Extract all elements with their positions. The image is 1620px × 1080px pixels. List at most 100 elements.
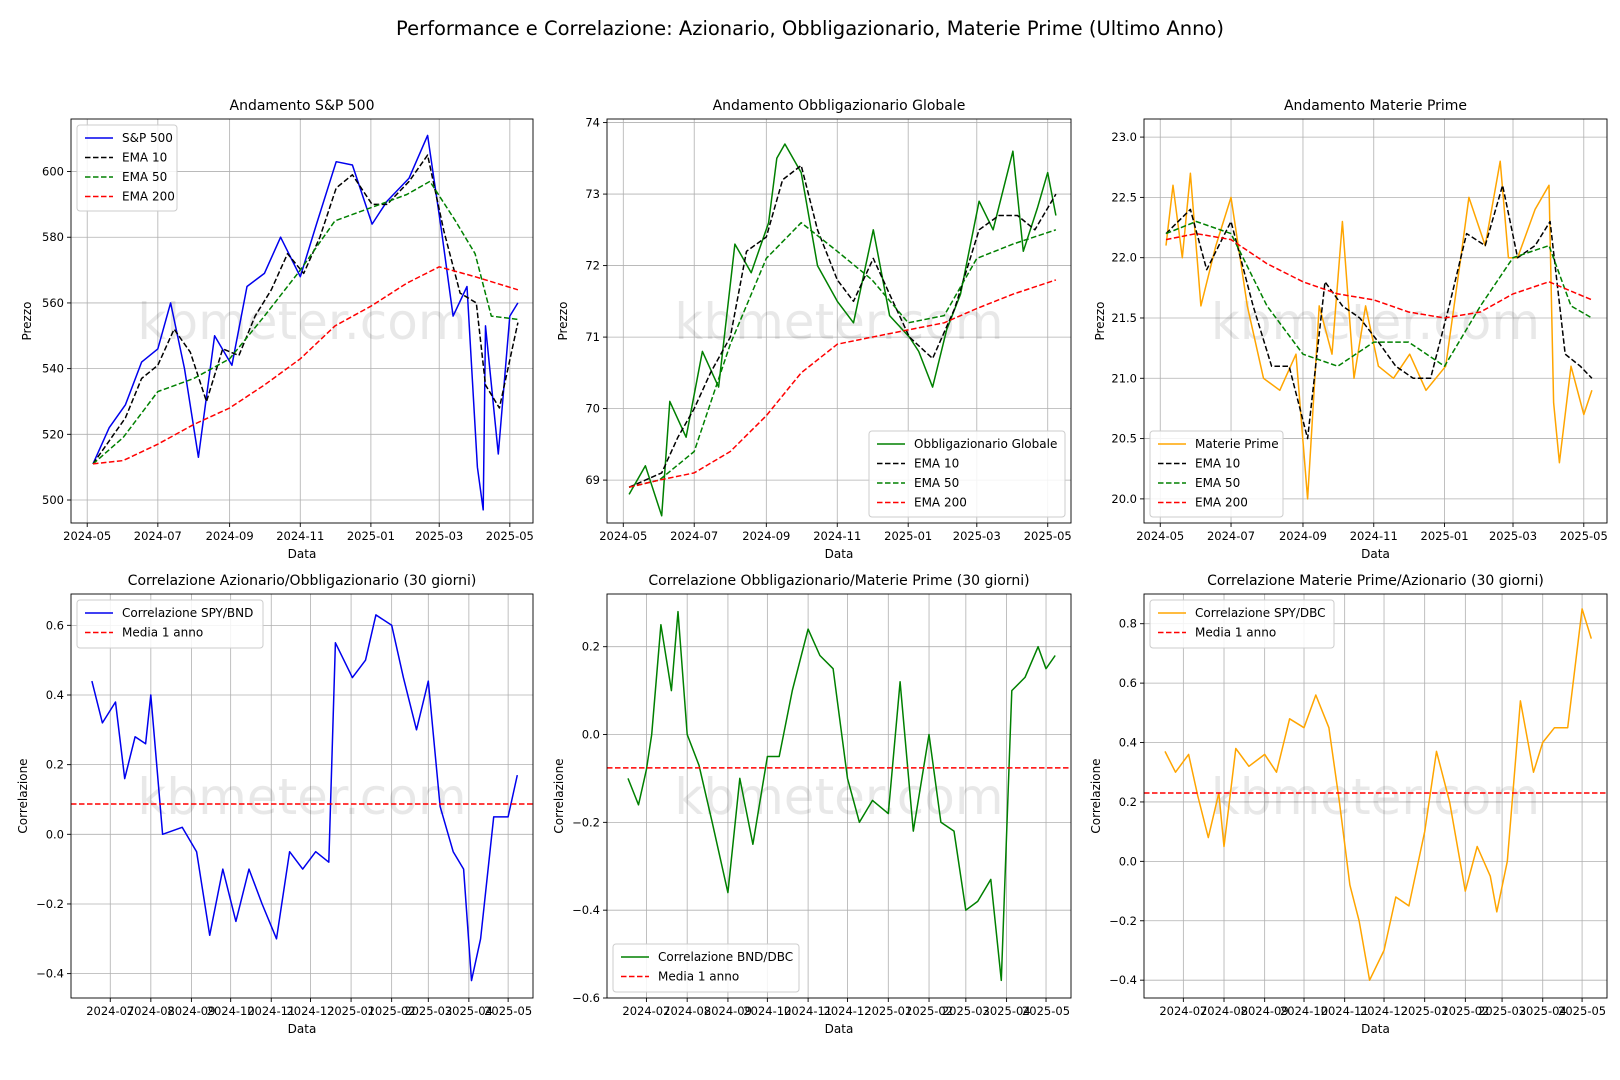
y-tick-label: 22.5	[1111, 190, 1137, 204]
series-line-ema-200	[92, 266, 519, 465]
x-tick-label: 2024-11	[1321, 1004, 1369, 1018]
axes-frame	[606, 118, 1072, 524]
chart-title: Correlazione Azionario/Obbligazionario (…	[128, 573, 477, 589]
x-tick-label: 2024-11	[784, 1004, 832, 1018]
x-axis-label: Data	[288, 1022, 317, 1036]
axes-frame	[1143, 593, 1608, 999]
y-tick-label: 69	[585, 473, 600, 487]
x-axis-label: Data	[1361, 1022, 1390, 1036]
y-tick-label: 0.8	[1119, 617, 1137, 631]
x-tick-label: 2025-02	[1441, 1004, 1489, 1018]
x-tick-label: 2025-04	[445, 1004, 493, 1018]
x-axis-label: Data	[1361, 547, 1390, 561]
legend-label: Correlazione BND/DBC	[658, 950, 793, 964]
legend: S&P 500 EMA 10 EMA 50 EMA 200	[76, 124, 178, 212]
y-tick-label: 580	[42, 230, 64, 244]
x-tick-label: 2025-04	[983, 1004, 1031, 1018]
x-tick-label: 2024-10	[1280, 1004, 1328, 1018]
y-tick-label: 23.0	[1111, 130, 1137, 144]
x-tick-label: 2025-04	[1519, 1004, 1567, 1018]
legend-label: Obbligazionario Globale	[914, 437, 1057, 451]
chart-title: Andamento S&P 500	[230, 98, 375, 114]
x-tick-label: 2024-07	[1207, 529, 1255, 543]
y-tick-label: 21.5	[1111, 311, 1137, 325]
x-tick-label: 2024-07	[622, 1004, 670, 1018]
x-tick-label: 2025-05	[1024, 529, 1072, 543]
axes-frame	[606, 593, 1072, 999]
series-line-obbligazionario-globale	[628, 143, 1057, 517]
series-line-correlazione-spy-bnd	[91, 614, 519, 982]
legend-label: EMA 200	[914, 496, 967, 510]
x-tick-label: 2024-07	[86, 1004, 134, 1018]
x-tick-label: 2024-08	[127, 1004, 175, 1018]
y-tick-label: 0.4	[46, 688, 64, 702]
legend-box	[76, 599, 264, 649]
y-axis-label: Prezzo	[1093, 301, 1107, 340]
y-tick-label: 0.2	[582, 640, 600, 654]
legend: Obbligazionario Globale EMA 10 EMA 50 EMA 2…	[868, 430, 1066, 518]
x-tick-label: 2024-09	[704, 1004, 752, 1018]
x-tick-label: 2024-05	[599, 529, 647, 543]
y-axis-label: Prezzo	[20, 301, 34, 340]
legend: Correlazione SPY/DBC Media 1 anno	[1149, 599, 1335, 649]
y-tick-label: −0.4	[36, 967, 64, 981]
x-tick-label: 2025-02	[368, 1004, 416, 1018]
y-tick-label: −0.2	[36, 897, 64, 911]
series-line-ema-50	[628, 221, 1057, 488]
chart-title: Correlazione Obbligazionario/Materie Pri…	[648, 573, 1029, 589]
y-tick-label: 540	[42, 362, 64, 376]
y-axis-label: Correlazione	[16, 758, 30, 833]
y-tick-label: 0.2	[46, 758, 64, 772]
x-tick-label: 2025-01	[884, 529, 932, 543]
legend-label: EMA 200	[1195, 496, 1248, 510]
axes-frame	[1143, 118, 1608, 524]
chart-title: Andamento Materie Prime	[1284, 98, 1467, 114]
y-tick-label: −0.2	[1109, 914, 1137, 928]
x-tick-label: 2024-09	[206, 529, 254, 543]
series-line-ema-10	[628, 164, 1057, 488]
legend-label: EMA 10	[1195, 457, 1240, 471]
y-tick-label: 600	[42, 165, 64, 179]
x-tick-label: 2024-07	[670, 529, 718, 543]
x-axis-label: Data	[825, 1022, 854, 1036]
legend-box	[868, 430, 1066, 518]
legend: Correlazione SPY/BND Media 1 anno	[76, 599, 264, 649]
x-tick-label: 2025-05	[1560, 529, 1608, 543]
series-line-correlazione-bnd-dbc	[627, 610, 1056, 982]
series-line-ema-200	[628, 279, 1057, 488]
x-tick-label: 2025-03	[404, 1004, 452, 1018]
y-tick-label: 560	[42, 296, 64, 310]
series-line-ema-50	[1165, 220, 1593, 367]
x-tick-label: 2024-09	[167, 1004, 215, 1018]
watermark-text: kbmeter.com	[674, 768, 1003, 826]
legend-box	[1149, 430, 1284, 518]
x-tick-label: 2024-08	[663, 1004, 711, 1018]
y-tick-label: 70	[585, 402, 600, 416]
y-tick-label: 71	[585, 330, 600, 344]
chart-corr_spy_dbc: kbmeter.com2024-072024-082024-092024-102…	[1089, 573, 1608, 1036]
x-tick-label: 2025-03	[953, 529, 1001, 543]
x-tick-label: 2024-12	[286, 1004, 334, 1018]
legend-label: EMA 50	[122, 170, 167, 184]
legend-label: S&P 500	[122, 131, 173, 145]
y-tick-label: −0.4	[572, 903, 600, 917]
x-tick-label: 2025-02	[905, 1004, 953, 1018]
y-tick-label: 74	[585, 116, 600, 130]
x-tick-label: 2024-09	[742, 529, 790, 543]
x-tick-label: 2024-12	[824, 1004, 872, 1018]
watermark-text: kbmeter.com	[137, 293, 466, 351]
legend-label: Materie Prime	[1195, 437, 1279, 451]
legend-label: EMA 50	[914, 476, 959, 490]
x-tick-label: 2024-09	[1279, 529, 1327, 543]
x-tick-label: 2024-05	[1136, 529, 1184, 543]
x-tick-label: 2025-03	[415, 529, 463, 543]
x-tick-label: 2024-07	[134, 529, 182, 543]
y-tick-label: 500	[42, 493, 64, 507]
x-tick-label: 2025-05	[484, 1004, 532, 1018]
y-tick-label: 22.0	[1111, 251, 1137, 265]
x-tick-label: 2024-10	[207, 1004, 255, 1018]
y-tick-label: 21.0	[1111, 371, 1137, 385]
